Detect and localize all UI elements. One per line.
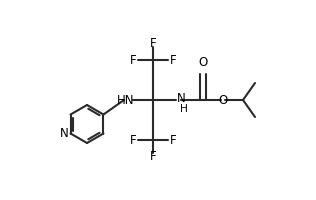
Text: F: F (150, 37, 156, 50)
Text: F: F (130, 53, 136, 66)
Text: N: N (59, 127, 68, 140)
Text: F: F (170, 53, 176, 66)
Text: H: H (180, 104, 188, 114)
Text: HN: HN (117, 94, 135, 106)
Text: O: O (218, 94, 228, 106)
Text: F: F (150, 151, 156, 164)
Text: O: O (198, 56, 208, 70)
Text: F: F (130, 134, 136, 146)
Text: F: F (170, 134, 176, 146)
Text: N: N (177, 92, 186, 106)
